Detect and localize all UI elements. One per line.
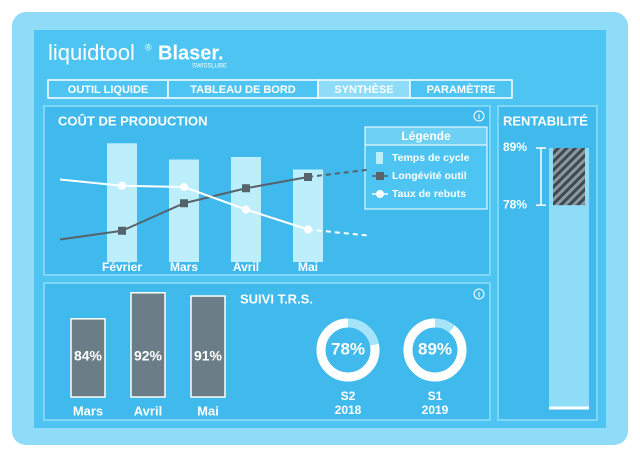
marker bbox=[304, 225, 312, 234]
x-tick-label: Avril bbox=[233, 260, 259, 274]
tab-label[interactable]: TABLEAU DE BORD bbox=[190, 84, 296, 96]
x-tick-label: Mai bbox=[197, 403, 219, 418]
donut-arc bbox=[316, 318, 380, 382]
bar bbox=[293, 169, 323, 262]
marker bbox=[118, 226, 126, 235]
legend-swatch bbox=[376, 152, 383, 164]
tick-label: 78% bbox=[503, 197, 527, 211]
tab[interactable] bbox=[409, 79, 513, 99]
info-icon[interactable] bbox=[473, 110, 485, 122]
marker bbox=[242, 205, 250, 214]
x-tick-label: Mars bbox=[73, 403, 103, 418]
partner-sub: SWISSLUBE bbox=[192, 64, 227, 70]
tab-label[interactable]: PARAMÈTRE bbox=[427, 83, 496, 96]
year: 2018 bbox=[335, 403, 362, 417]
period: S2 bbox=[341, 389, 356, 403]
legend-header bbox=[364, 126, 488, 146]
bar bbox=[190, 295, 226, 398]
trs-panel bbox=[43, 282, 491, 421]
legend-title: Légende bbox=[401, 129, 451, 143]
tab-label[interactable]: OUTIL LIQUIDE bbox=[68, 84, 148, 96]
legend-swatch bbox=[376, 190, 384, 198]
marker bbox=[242, 184, 250, 193]
year: 2019 bbox=[422, 403, 449, 417]
bar bbox=[70, 318, 106, 398]
tick-label: 89% bbox=[503, 140, 527, 154]
value-label: 92% bbox=[134, 348, 163, 364]
x-tick-label: Février bbox=[102, 260, 142, 274]
info-icon[interactable] bbox=[473, 288, 485, 300]
brand: liquidtool bbox=[48, 40, 135, 65]
donut-label: 89% bbox=[418, 339, 452, 358]
production-title: COÛT DE PRODUCTION bbox=[58, 113, 208, 128]
marker bbox=[304, 173, 312, 181]
line-projection bbox=[307, 168, 371, 178]
tab-label[interactable]: SYNTHÈSE bbox=[334, 83, 393, 96]
x-tick-label: Avril bbox=[134, 403, 162, 418]
line-projection bbox=[307, 228, 371, 237]
donut-label: 78% bbox=[331, 339, 365, 358]
bar bbox=[130, 292, 166, 398]
x-tick-label: Mai bbox=[298, 260, 318, 274]
donut-arc bbox=[403, 318, 467, 382]
legend-label: Longévité outil bbox=[392, 170, 467, 182]
value-label: 84% bbox=[74, 348, 103, 364]
trs-title: SUIVI T.R.S. bbox=[240, 291, 313, 306]
legend-label: Taux de rebuts bbox=[392, 188, 466, 200]
range bbox=[553, 148, 585, 206]
brand-mark: ® bbox=[145, 42, 152, 52]
marker bbox=[180, 183, 188, 191]
marker bbox=[180, 199, 188, 208]
partner: Blaser. bbox=[158, 42, 224, 64]
marker bbox=[118, 181, 126, 190]
bar bbox=[107, 143, 137, 262]
bar bbox=[169, 159, 199, 262]
legend-swatch bbox=[376, 172, 384, 180]
period: S1 bbox=[428, 389, 443, 403]
x-tick-label: Mars bbox=[170, 260, 198, 274]
value-label: 91% bbox=[194, 348, 223, 364]
legend-label: Temps de cycle bbox=[392, 152, 470, 164]
rentabilite-title: RENTABILITÉ bbox=[503, 113, 588, 128]
